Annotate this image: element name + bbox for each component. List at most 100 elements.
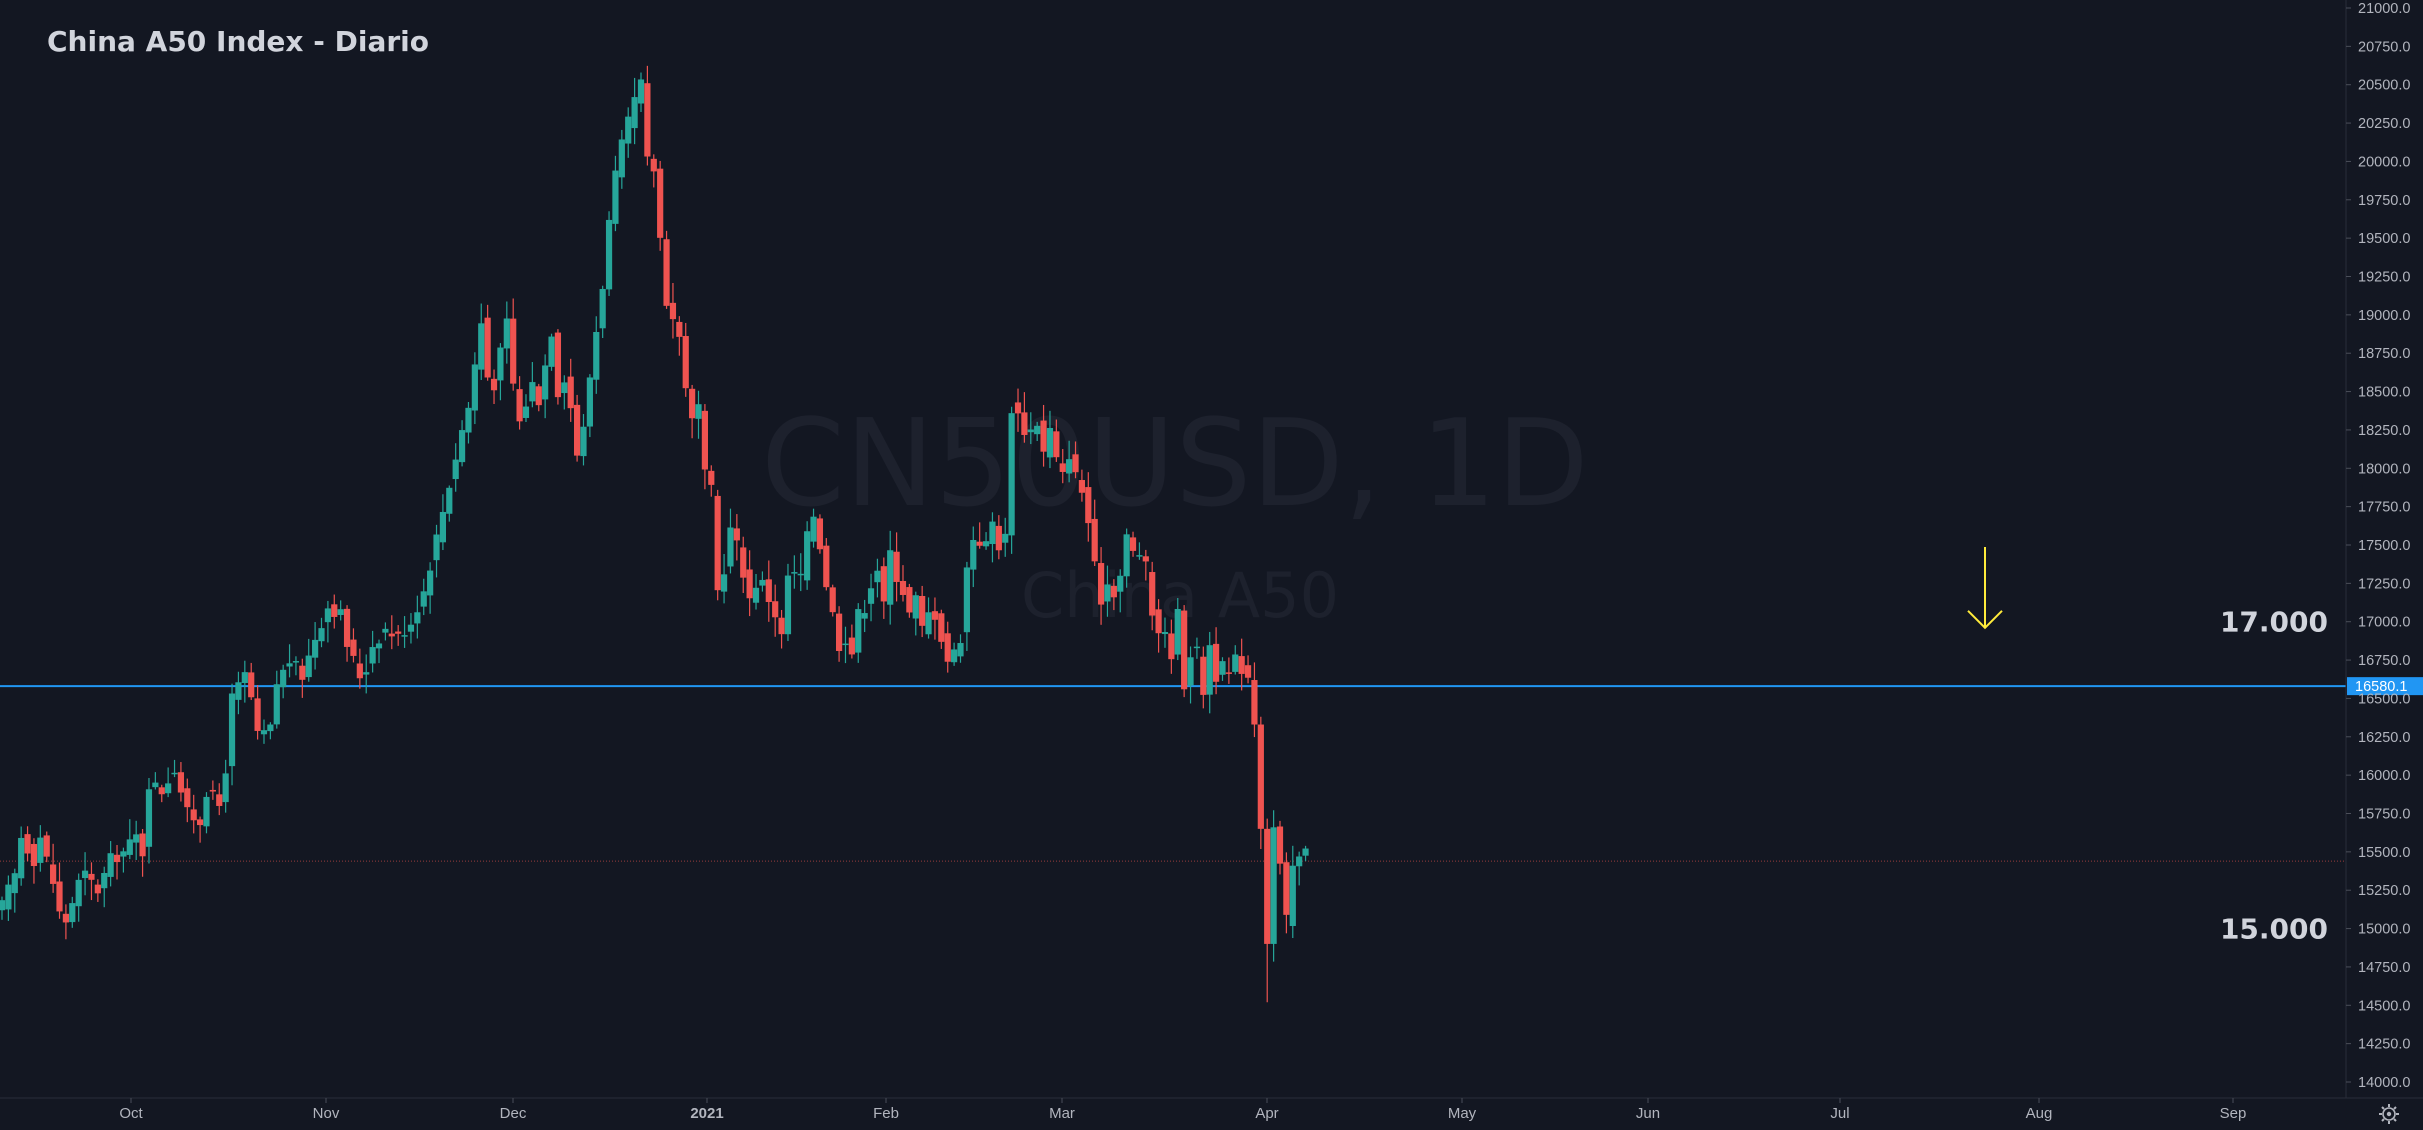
candle-body[interactable] <box>1002 533 1009 543</box>
candle-body[interactable] <box>867 588 875 604</box>
candle-body[interactable] <box>1021 412 1028 435</box>
candle-body[interactable] <box>139 833 146 857</box>
candle-body[interactable] <box>465 407 472 433</box>
candle-body[interactable] <box>343 608 351 647</box>
candle-body[interactable] <box>561 382 568 394</box>
candle-body[interactable] <box>267 724 274 732</box>
candle-body[interactable] <box>1225 672 1232 674</box>
candle-body[interactable] <box>62 913 69 923</box>
candle-body[interactable] <box>395 631 402 634</box>
candle-body[interactable] <box>5 884 12 910</box>
candle-body[interactable] <box>682 336 689 389</box>
candle-body[interactable] <box>1008 413 1015 536</box>
candle-body[interactable] <box>248 672 255 698</box>
candle-body[interactable] <box>861 613 868 619</box>
candle-body[interactable] <box>75 879 82 907</box>
candle-body[interactable] <box>1129 537 1137 551</box>
candle-body[interactable] <box>1027 429 1034 433</box>
candle-body[interactable] <box>887 550 894 605</box>
candle-body[interactable] <box>30 843 38 867</box>
candle-body[interactable] <box>567 376 574 409</box>
candle-body[interactable] <box>1014 402 1022 414</box>
candle-body[interactable] <box>1149 572 1156 616</box>
candle-body[interactable] <box>254 698 261 731</box>
candle-body[interactable] <box>241 672 248 684</box>
candle-body[interactable] <box>18 837 25 879</box>
candle-body[interactable] <box>823 545 830 588</box>
candle-body[interactable] <box>880 566 887 602</box>
candle-body[interactable] <box>113 854 121 863</box>
candle-body[interactable] <box>369 647 376 664</box>
candle-body[interactable] <box>1232 654 1239 672</box>
candle-body[interactable] <box>1213 643 1220 682</box>
candle-body[interactable] <box>804 531 811 581</box>
candle-body[interactable] <box>446 487 453 514</box>
candle-body[interactable] <box>1123 534 1130 577</box>
candle-body[interactable] <box>919 595 926 626</box>
candle-body[interactable] <box>931 611 939 620</box>
candle-body[interactable] <box>970 539 977 570</box>
candle-body[interactable] <box>1270 827 1277 944</box>
candle-body[interactable] <box>145 789 153 847</box>
candle-body[interactable] <box>1110 585 1117 598</box>
candle-body[interactable] <box>420 591 427 607</box>
candle-body[interactable] <box>574 404 581 456</box>
candle-body[interactable] <box>1296 856 1303 867</box>
candle-body[interactable] <box>1168 633 1175 660</box>
candle-body[interactable] <box>1040 420 1047 452</box>
candle-body[interactable] <box>318 628 325 642</box>
candle-body[interactable] <box>925 612 932 635</box>
candle-body[interactable] <box>203 796 210 827</box>
candle-body[interactable] <box>516 389 523 422</box>
candle-body[interactable] <box>1136 555 1143 557</box>
candle-body[interactable] <box>829 587 836 613</box>
time-axis[interactable]: Oct Nov Dec 2021 Feb Mar Apr May Jun Jul Aug Sep <box>119 1098 2246 1122</box>
candle-body[interactable] <box>1034 425 1041 435</box>
candle-body[interactable] <box>1174 608 1181 655</box>
candle-body[interactable] <box>746 569 753 599</box>
candle-body[interactable] <box>631 97 638 129</box>
candle-body[interactable] <box>1206 645 1213 695</box>
candle-body[interactable] <box>216 794 223 806</box>
candle-body[interactable] <box>1066 459 1073 474</box>
candle-body[interactable] <box>1104 584 1111 602</box>
candle-body[interactable] <box>982 541 990 547</box>
candle-body[interactable] <box>363 672 370 675</box>
candle-body[interactable] <box>816 518 824 550</box>
candle-body[interactable] <box>107 853 114 877</box>
candle-body[interactable] <box>772 601 779 618</box>
candle-body[interactable] <box>1200 656 1207 695</box>
candle-body[interactable] <box>177 772 185 793</box>
candle-body[interactable] <box>657 168 664 238</box>
candle-body[interactable] <box>1142 556 1149 562</box>
candle-body[interactable] <box>126 839 133 855</box>
candle-body[interactable] <box>663 239 670 306</box>
candle-body[interactable] <box>184 788 191 808</box>
candle-body[interactable] <box>906 587 913 613</box>
candle-body[interactable] <box>669 302 677 320</box>
horizontal-line-group[interactable]: 16580.1 <box>0 677 2423 696</box>
candle-body[interactable] <box>1181 610 1188 690</box>
candle-body[interactable] <box>554 332 562 398</box>
candle-body[interactable] <box>280 669 287 688</box>
candle-body[interactable] <box>331 604 338 617</box>
candle-body[interactable] <box>1187 657 1194 686</box>
candle-body[interactable] <box>944 633 951 662</box>
candle-body[interactable] <box>855 609 862 653</box>
candle-body[interactable] <box>382 628 389 633</box>
candle-body[interactable] <box>407 624 415 632</box>
candle-body[interactable] <box>471 364 478 411</box>
candle-body[interactable] <box>733 528 740 541</box>
candle-body[interactable] <box>995 525 1002 551</box>
candle-body[interactable] <box>542 365 549 400</box>
candle-body[interactable] <box>101 872 108 889</box>
candle-body[interactable] <box>286 663 293 667</box>
candle-body[interactable] <box>791 572 798 574</box>
candle-body[interactable] <box>874 570 881 583</box>
candle-body[interactable] <box>522 406 530 418</box>
candle-body[interactable] <box>1257 724 1264 829</box>
candle-body[interactable] <box>171 772 178 775</box>
candle-body[interactable] <box>273 684 280 725</box>
candle-body[interactable] <box>350 639 357 656</box>
